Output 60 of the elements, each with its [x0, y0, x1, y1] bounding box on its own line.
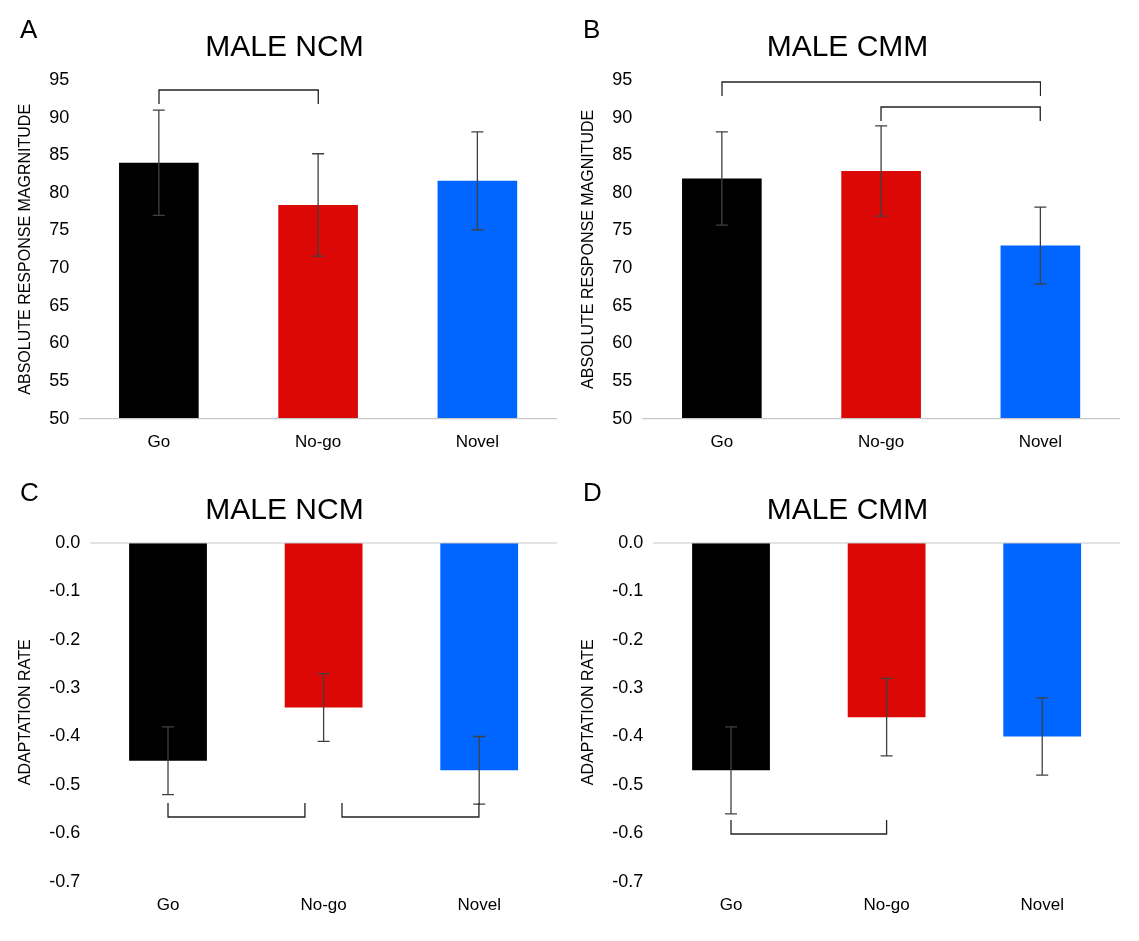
y-tick-label: 70 — [49, 257, 70, 278]
y-tick-label: 65 — [612, 294, 633, 315]
y-tick-label: 85 — [612, 144, 633, 165]
chart-title: MALE CMM — [766, 29, 929, 63]
x-tick-label: Go — [147, 432, 171, 452]
x-tick-label: Novel — [457, 895, 501, 915]
text: B — [583, 14, 601, 45]
y-tick-label: 60 — [49, 332, 70, 353]
y-tick-label: 70 — [612, 257, 633, 278]
text: A — [20, 14, 38, 45]
text: C — [20, 477, 39, 508]
y-tick-label: 65 — [49, 294, 70, 315]
y-tick-label: 95 — [49, 68, 70, 89]
chart-title: MALE CMM — [766, 492, 929, 526]
y-tick-label: -0.2 — [49, 628, 81, 649]
y-tick-label: 50 — [49, 407, 70, 428]
y-tick-label: 75 — [612, 219, 633, 240]
x-tick-label: Novel — [455, 432, 500, 452]
y-tick-label: 90 — [49, 106, 70, 127]
y-tick-label: -0.3 — [49, 677, 81, 698]
y-tick-label: 60 — [612, 332, 633, 353]
y-tick-label: 95 — [612, 68, 633, 89]
y-tick-label: -0.6 — [612, 822, 644, 843]
x-tick-label: No-go — [857, 432, 905, 452]
chart-title: MALE NCM — [205, 29, 364, 63]
y-tick-label: 85 — [49, 144, 70, 165]
y-tick-label: 55 — [612, 369, 633, 390]
y-tick-label: -0.2 — [612, 628, 644, 649]
y-tick-label: 55 — [49, 369, 70, 390]
y-tick-label: -0.3 — [612, 677, 644, 698]
y-tick-label: 0.0 — [618, 531, 644, 552]
y-axis-title: ADAPTATION RATE — [579, 639, 597, 786]
x-tick-label: Go — [719, 895, 743, 915]
y-tick-label: -0.5 — [49, 773, 81, 794]
x-tick-label: Go — [710, 432, 734, 452]
y-tick-label: 90 — [612, 106, 633, 127]
y-tick-label: 80 — [612, 181, 633, 202]
y-tick-label: -0.5 — [612, 773, 644, 794]
y-tick-label: 0.0 — [55, 531, 81, 552]
y-tick-label: -0.1 — [49, 580, 81, 601]
x-tick-label: No-go — [863, 895, 910, 915]
y-tick-label: -0.1 — [612, 580, 644, 601]
y-tick-label: -0.4 — [49, 725, 81, 746]
x-tick-label: Novel — [1020, 895, 1064, 915]
text: D — [583, 477, 602, 508]
y-axis-title: ABSOLUTE RESPONSE MAGNITUDE — [579, 109, 597, 389]
x-tick-label: Novel — [1018, 432, 1063, 452]
x-tick-label: No-go — [294, 432, 342, 452]
chart-title: MALE NCM — [205, 492, 364, 526]
x-tick-label: Go — [156, 895, 180, 915]
y-tick-label: -0.7 — [49, 870, 81, 891]
x-tick-label: No-go — [300, 895, 347, 915]
y-tick-label: -0.6 — [49, 822, 81, 843]
y-tick-label: 80 — [49, 181, 70, 202]
y-axis-title: ABSOLUTE RESPONSE MAGRNITUDE — [16, 103, 34, 395]
y-tick-label: 75 — [49, 219, 70, 240]
y-axis-title: ADAPTATION RATE — [16, 639, 34, 786]
y-tick-label: -0.4 — [612, 725, 644, 746]
y-tick-label: 50 — [612, 407, 633, 428]
y-tick-label: -0.7 — [612, 870, 644, 891]
